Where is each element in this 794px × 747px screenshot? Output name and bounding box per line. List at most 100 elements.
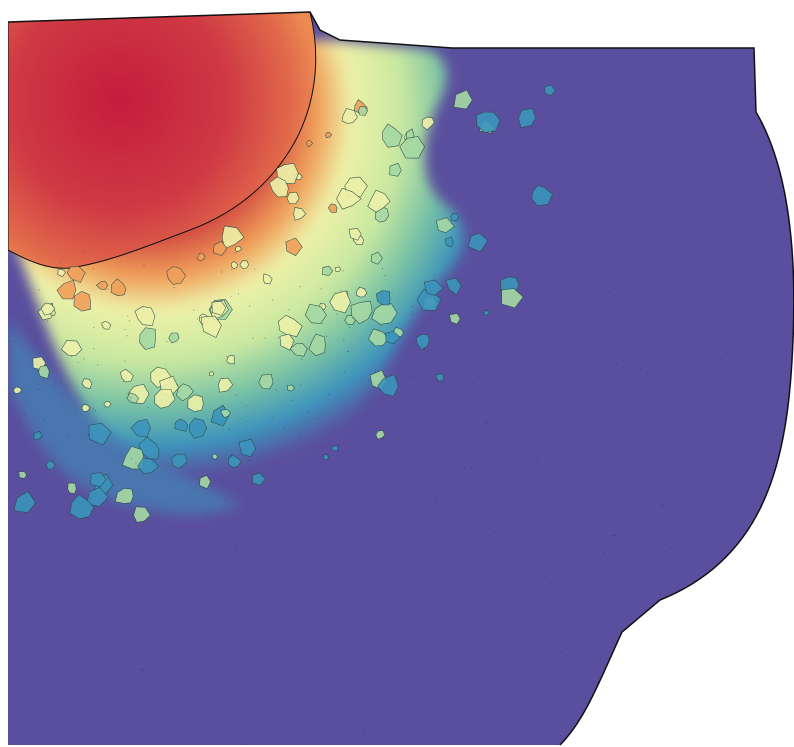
boulder [110,278,127,297]
boulder [306,139,313,148]
speckle [82,251,84,253]
speckle [15,280,17,282]
speckle [732,611,734,613]
speckle [603,554,605,556]
speckle [754,371,756,373]
speckle [180,725,181,727]
speckle [411,306,413,308]
speckle [622,360,624,362]
boulder [103,400,112,408]
speckle [673,370,675,372]
speckle [705,704,707,706]
speckle [433,496,435,498]
speckle [381,268,383,269]
boulder [262,273,273,285]
speckle [483,666,485,668]
speckle [641,260,643,262]
boulder [154,389,176,409]
speckle [647,315,649,316]
speckle [129,320,130,322]
speckle [291,341,293,343]
speckle [422,399,424,401]
speckle [503,726,505,728]
speckle [646,586,648,588]
speckle [93,326,95,328]
speckle [382,575,384,577]
speckle [670,712,672,714]
speckle [442,516,444,518]
boulder [67,482,77,495]
boulder [220,409,231,418]
speckle [290,400,292,401]
speckle [205,669,207,671]
boulder [69,494,95,520]
speckle [680,340,682,342]
speckle [636,699,638,701]
speckle [132,676,134,678]
speckle [507,628,509,630]
speckle [9,393,11,395]
speckle [605,431,607,433]
speckle [576,514,578,516]
speckle [565,648,567,650]
speckle [686,432,688,434]
boulder [269,176,289,198]
boulder [278,314,303,337]
speckle [8,493,10,495]
speckle [306,348,308,350]
boulder [356,286,368,298]
speckle [93,348,95,350]
speckle [492,278,494,280]
boulder [324,132,333,139]
speckle [97,364,99,366]
speckle [764,264,766,266]
speckle [127,526,129,528]
speckle [439,403,441,405]
speckle [492,566,494,568]
speckle [710,515,712,517]
speckle [313,692,314,693]
speckle [416,600,418,602]
boulder [450,212,459,222]
boulder [189,417,208,439]
speckle [231,268,233,270]
speckle [340,290,342,292]
speckle [299,286,301,287]
boulder [196,252,206,262]
speckle [225,664,227,666]
boulder [331,445,339,452]
speckle [670,350,672,351]
speckle [422,717,424,719]
speckle [23,526,25,528]
speckle [272,299,274,301]
speckle [559,707,561,708]
speckle [88,434,89,436]
speckle [147,407,149,409]
speckle [124,565,126,567]
speckle [230,295,232,297]
speckle [43,378,45,380]
speckle [235,547,237,549]
speckle [264,337,266,339]
speckle [613,714,615,716]
speckle [716,562,717,564]
speckle [543,323,545,324]
speckle [508,642,510,644]
speckle [703,506,705,508]
speckle [288,309,290,310]
speckle [177,530,179,532]
speckle [761,439,763,441]
speckle [347,351,349,353]
speckle [776,342,778,344]
speckle [457,399,459,401]
speckle [252,739,254,741]
speckle [321,304,323,306]
speckle [554,455,556,457]
speckle [152,646,153,648]
speckle [663,633,665,635]
speckle [569,704,571,706]
speckle [444,453,446,455]
speckle [44,623,46,625]
speckle [301,680,303,682]
speckle [571,287,573,288]
